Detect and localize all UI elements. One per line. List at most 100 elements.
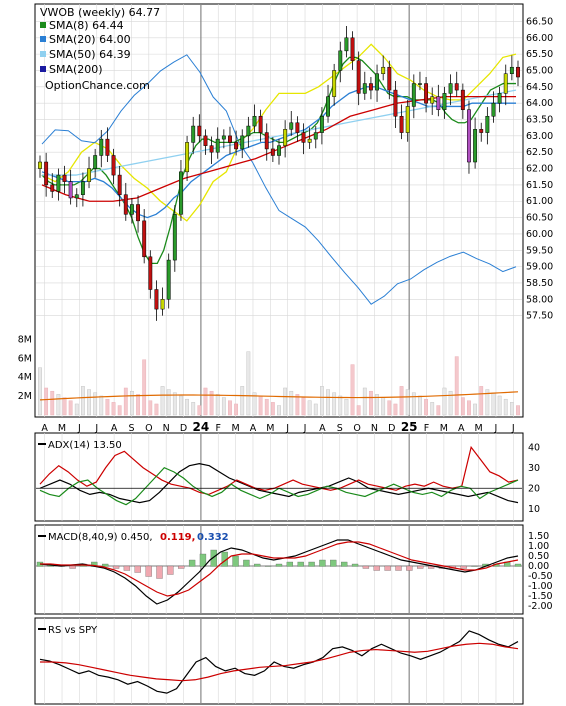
- x-tick-label: A: [111, 423, 118, 434]
- candle-body: [307, 138, 312, 143]
- volume-bar: [215, 394, 220, 416]
- price-tick-label: 66.50: [526, 16, 553, 27]
- volume-bar: [117, 405, 122, 416]
- volume-bar: [313, 403, 318, 416]
- macd-tick-label: 0.50: [528, 551, 549, 562]
- candle-body: [516, 66, 520, 78]
- volume-bar: [411, 392, 416, 416]
- macd-histogram-bar: [406, 565, 413, 571]
- macd-histogram-bar: [102, 563, 109, 567]
- candle-body: [356, 60, 361, 94]
- volume-average-line: [39, 391, 519, 401]
- x-tick-label: O: [145, 423, 152, 434]
- macd-histogram-bar: [254, 563, 261, 567]
- rs-panel-frame: [34, 617, 524, 705]
- candle-body: [148, 256, 153, 290]
- candle-body: [270, 148, 275, 156]
- price-candles: [38, 26, 520, 321]
- volume-bar: [234, 403, 238, 416]
- legend-swatch-sma200: [40, 66, 46, 72]
- candle-body: [203, 135, 208, 146]
- x-tick-label: J: [94, 423, 98, 434]
- rs-title: RS vs SPY: [48, 625, 98, 636]
- volume-bar: [74, 403, 79, 416]
- legend-sma200: SMA(200): [49, 63, 103, 76]
- price-tick-label: 60.00: [526, 229, 553, 240]
- volume-bar: [99, 395, 104, 416]
- volume-bar: [221, 397, 226, 416]
- volume-bar: [148, 400, 153, 416]
- volume-bar: [301, 397, 306, 416]
- macd-histogram-bar: [362, 565, 370, 569]
- price-tick-label: 66.00: [526, 33, 553, 44]
- volume-bar: [136, 394, 140, 416]
- x-tick-label: N: [163, 423, 170, 434]
- volume-bar: [56, 394, 61, 416]
- chart-title: VWOB (weekly) 64.77: [40, 6, 160, 19]
- candle-body: [473, 129, 478, 163]
- macd-histogram-bar: [145, 565, 152, 577]
- x-tick-label: S: [337, 423, 343, 434]
- price-tick-label: 60.50: [526, 213, 553, 224]
- candle-body: [424, 83, 429, 104]
- rs-swatch: [38, 628, 46, 630]
- volume-bar: [448, 390, 453, 416]
- candle-body: [123, 194, 128, 215]
- macd-histogram-bar: [351, 563, 359, 567]
- series-line: [40, 642, 519, 682]
- macd-signal-value: 0.119,: [160, 532, 195, 543]
- candle-body: [142, 220, 147, 258]
- volume-bars: [38, 351, 520, 416]
- candle-body: [264, 132, 269, 150]
- candle-body: [105, 138, 110, 156]
- volume-bar: [209, 390, 214, 416]
- macd-histogram-bar: [373, 565, 380, 571]
- candle-body: [87, 168, 91, 182]
- macd-tick-label: 0.00: [528, 561, 549, 572]
- volume-bar: [418, 395, 422, 416]
- volume-bar: [191, 402, 196, 416]
- volume-bar: [264, 398, 269, 416]
- x-tick-label: D: [180, 423, 187, 434]
- price-tick-label: 64.50: [526, 82, 553, 93]
- adx-panel-frame: [34, 432, 524, 522]
- price-tick-label: 62.50: [526, 147, 553, 158]
- volume-bar: [430, 402, 435, 416]
- volume-bar: [442, 387, 447, 416]
- price-tick-label: 61.00: [526, 196, 553, 207]
- volume-bar: [270, 402, 275, 416]
- x-tick-label: J: [494, 423, 498, 434]
- volume-bar: [185, 398, 189, 416]
- macd-tick-label: 1.50: [528, 531, 549, 542]
- price-tick-label: 57.50: [526, 311, 553, 322]
- candle-body: [62, 174, 67, 182]
- price-tick-label: 58.00: [526, 294, 553, 305]
- axis-labels: 66.50 66.00 65.50 65.00 64.50 64.00 63.50 63.00…: [18, 16, 553, 612]
- volume-bar: [277, 405, 281, 416]
- candle-body: [436, 96, 441, 110]
- candle-body: [228, 135, 232, 143]
- volume-bar: [491, 392, 496, 416]
- volume-bar: [454, 356, 459, 416]
- candle-body: [491, 102, 496, 117]
- candle-body: [166, 259, 171, 300]
- x-tick-label: M: [266, 423, 274, 434]
- candle-body: [509, 66, 514, 74]
- candle-body: [344, 37, 349, 52]
- price-tick-label: 63.50: [526, 115, 553, 126]
- macd-histogram-bar: [123, 565, 131, 571]
- price-tick-label: 62.00: [526, 164, 553, 175]
- candle-body: [209, 145, 214, 153]
- macd-histogram-bar: [188, 559, 196, 567]
- volume-bar: [105, 398, 110, 416]
- volume-bar: [356, 405, 361, 416]
- candle-body: [338, 50, 343, 71]
- volume-bar: [142, 359, 147, 416]
- candle-body: [393, 89, 398, 117]
- legend-swatch-sma50: [40, 51, 46, 57]
- price-tick-label: 59.00: [526, 262, 553, 273]
- volume-bar: [179, 395, 183, 416]
- bollinger-lower: [41, 54, 517, 305]
- candle-body: [38, 161, 42, 169]
- volume-bar: [160, 386, 165, 416]
